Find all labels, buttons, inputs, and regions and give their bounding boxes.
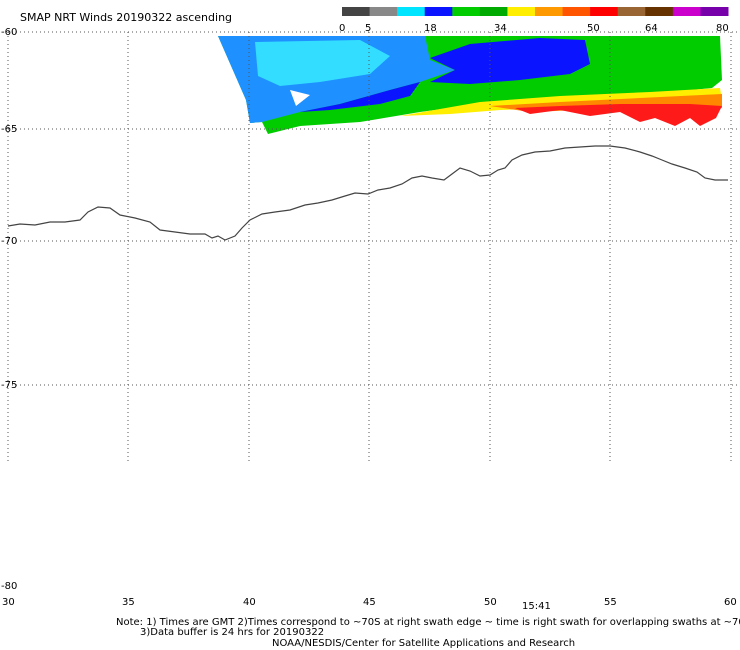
swath-cyan-region (255, 40, 390, 86)
lon-label-35: 35 (122, 597, 135, 608)
footer-note-line1: Note: 1) Times are GMT 2)Times correspon… (116, 617, 740, 628)
lon-label-40: 40 (243, 597, 256, 608)
lat-label-80: -80 (1, 581, 17, 592)
footer-note-line2: 3)Data buffer is 24 hrs for 20190322 (140, 627, 324, 638)
lat-label-70: -70 (1, 236, 17, 247)
colorbar-swatch (535, 7, 564, 16)
lat-label-60: -60 (1, 27, 17, 38)
lon-label-45: 45 (363, 597, 376, 608)
colorbar: 0 5 18 34 50 64 80 (339, 7, 729, 34)
colorbar-swatch (369, 7, 398, 16)
colorbar-label-64: 64 (645, 23, 658, 34)
colorbar-swatch (645, 7, 674, 16)
lon-label-30: 30 (2, 597, 15, 608)
wind-swath (218, 36, 722, 134)
colorbar-swatch (507, 7, 536, 16)
colorbar-labels: 0 5 18 34 50 64 80 (339, 23, 729, 34)
colorbar-swatch (397, 7, 426, 16)
swath-red-band (515, 104, 722, 126)
swath-time-label: 15:41 (522, 601, 551, 612)
lon-label-50: 50 (484, 597, 497, 608)
footer-credit: NOAA/NESDIS/Center for Satellite Applica… (272, 638, 575, 649)
lat-label-75: -75 (1, 380, 17, 391)
colorbar-swatch (672, 7, 701, 16)
colorbar-label-50: 50 (587, 23, 600, 34)
swath-deep-blue-region (430, 38, 590, 84)
colorbar-swatch (700, 7, 729, 16)
colorbar-label-80: 80 (716, 23, 729, 34)
colorbar-swatch (479, 7, 508, 16)
colorbar-label-0: 0 (339, 23, 345, 34)
latitude-labels: -60 -65 -70 -75 -80 (1, 27, 17, 592)
antarctic-coastline (7, 145, 728, 241)
map-title: SMAP NRT Winds 20190322 ascending (20, 11, 232, 24)
colorbar-swatch (617, 7, 646, 16)
colorbar-swatch (342, 7, 371, 16)
longitude-labels: 30 35 40 45 50 55 60 (2, 597, 737, 608)
swath-deep-blue-edge (300, 82, 420, 112)
swath-data-gap (290, 90, 310, 106)
colorbar-swatches (342, 7, 729, 16)
lat-label-65: -65 (1, 124, 17, 135)
lon-label-60: 60 (724, 597, 737, 608)
colorbar-label-34: 34 (494, 23, 507, 34)
colorbar-label-5: 5 (365, 23, 371, 34)
lon-label-55: 55 (604, 597, 617, 608)
colorbar-label-18: 18 (424, 23, 437, 34)
colorbar-swatch (562, 7, 591, 16)
colorbar-swatch (452, 7, 481, 16)
colorbar-swatch (590, 7, 619, 16)
colorbar-swatch (424, 7, 453, 16)
